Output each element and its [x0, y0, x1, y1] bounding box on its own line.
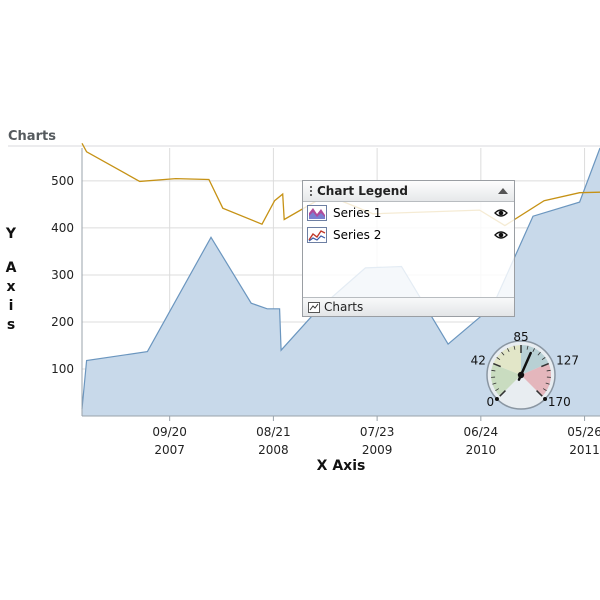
- gauge-tick: [492, 362, 501, 368]
- gauge-label: 0: [486, 395, 494, 409]
- y-axis-title-letter: Y: [5, 226, 17, 242]
- visibility-eye-icon[interactable]: [494, 230, 508, 240]
- y-tick-label: 200: [51, 315, 74, 329]
- gauge-tick: [496, 357, 501, 361]
- y-axis-title-letter: x: [6, 279, 15, 295]
- axes: [81, 148, 600, 417]
- gauge-hub: [517, 371, 525, 379]
- legend-footer[interactable]: Charts: [303, 297, 514, 316]
- y-tick-label: 100: [51, 362, 74, 376]
- y-tick-label: 500: [51, 174, 74, 188]
- legend-header[interactable]: Chart Legend: [303, 181, 514, 202]
- gauge-tick: [492, 382, 497, 385]
- gauge-range-band: [521, 363, 551, 397]
- gauge-tick: [499, 390, 506, 397]
- x-tick-label: 09/20: [152, 425, 187, 439]
- x-tick-labels: 09/20 2007 08/21 2008 07/23 2009 06/24 2010 05/2…: [152, 416, 600, 457]
- gauge-tick: [536, 390, 543, 397]
- collapse-arrow-icon[interactable]: [498, 188, 508, 194]
- gauge-tick: [495, 388, 500, 392]
- legend-item-label: Series 1: [333, 206, 382, 220]
- gauge-tick: [537, 351, 541, 356]
- legend-item-label: Series 2: [333, 228, 382, 242]
- line-chart-icon: [307, 227, 327, 243]
- gauge-tick: [491, 369, 496, 372]
- x-tick-label: 05/26: [567, 425, 600, 439]
- drag-grip-icon[interactable]: [309, 185, 313, 197]
- y-axis-title-letter: i: [9, 298, 14, 314]
- x-tick-label: 2010: [466, 443, 497, 457]
- gauge-tick: [545, 382, 550, 385]
- y-axis-title-letter: A: [6, 260, 17, 276]
- visibility-eye-icon[interactable]: [494, 208, 508, 218]
- y-tick-label: 300: [51, 268, 74, 282]
- x-tick-label: 07/23: [360, 425, 395, 439]
- legend-title: Chart Legend: [317, 184, 408, 198]
- gauge-max-dot: [543, 397, 548, 402]
- x-tick-label: 06/24: [464, 425, 499, 439]
- gauge-range-band: [493, 345, 521, 375]
- legend-footer-label: Charts: [324, 300, 364, 314]
- gauge-range-band: [490, 363, 521, 397]
- chart-icon: [308, 301, 320, 313]
- series-2-layer: [81, 142, 600, 227]
- gauge-tick: [541, 357, 546, 361]
- series-1-area: [82, 148, 600, 416]
- gauge-tick: [513, 345, 516, 350]
- y-axis-title: Y Axis: [5, 226, 17, 333]
- series-2-line: [81, 142, 600, 227]
- x-tick-label: 2011: [569, 443, 600, 457]
- gauge-label: 42: [471, 353, 486, 367]
- y-axis-title-letter: s: [7, 317, 15, 333]
- x-tick-label: 2008: [258, 443, 289, 457]
- y-tick-label: 400: [51, 221, 74, 235]
- chart-legend[interactable]: Chart Legend Series 1 Series 2: [302, 180, 515, 317]
- area-chart-icon: [307, 205, 327, 221]
- x-tick-label: 2007: [154, 443, 185, 457]
- gauge-label: 127: [556, 353, 579, 367]
- x-tick-label: 2009: [362, 443, 393, 457]
- gauge-min-dot: [494, 397, 499, 402]
- gauge-tick: [541, 362, 550, 368]
- gauge-tick: [542, 388, 547, 392]
- gauge-tick: [501, 351, 505, 356]
- gauge-tick: [546, 369, 551, 372]
- panel-title: Charts: [8, 129, 56, 144]
- y-tick-labels: 100 200 300 400 500: [51, 174, 74, 376]
- gauge-label: 170: [548, 395, 571, 409]
- legend-item-series-2[interactable]: Series 2: [303, 224, 514, 246]
- gauge-tick: [532, 348, 535, 353]
- gauge-range-band: [521, 345, 549, 375]
- x-tick-label: 08/21: [256, 425, 291, 439]
- gauge-tick: [526, 345, 529, 350]
- legend-item-series-1[interactable]: Series 1: [303, 202, 514, 224]
- gauge: 0 42 85 127 170: [471, 330, 579, 410]
- gauge-tick: [507, 348, 510, 353]
- gauge-label: 85: [513, 330, 528, 344]
- x-axis-title: X Axis: [317, 458, 366, 474]
